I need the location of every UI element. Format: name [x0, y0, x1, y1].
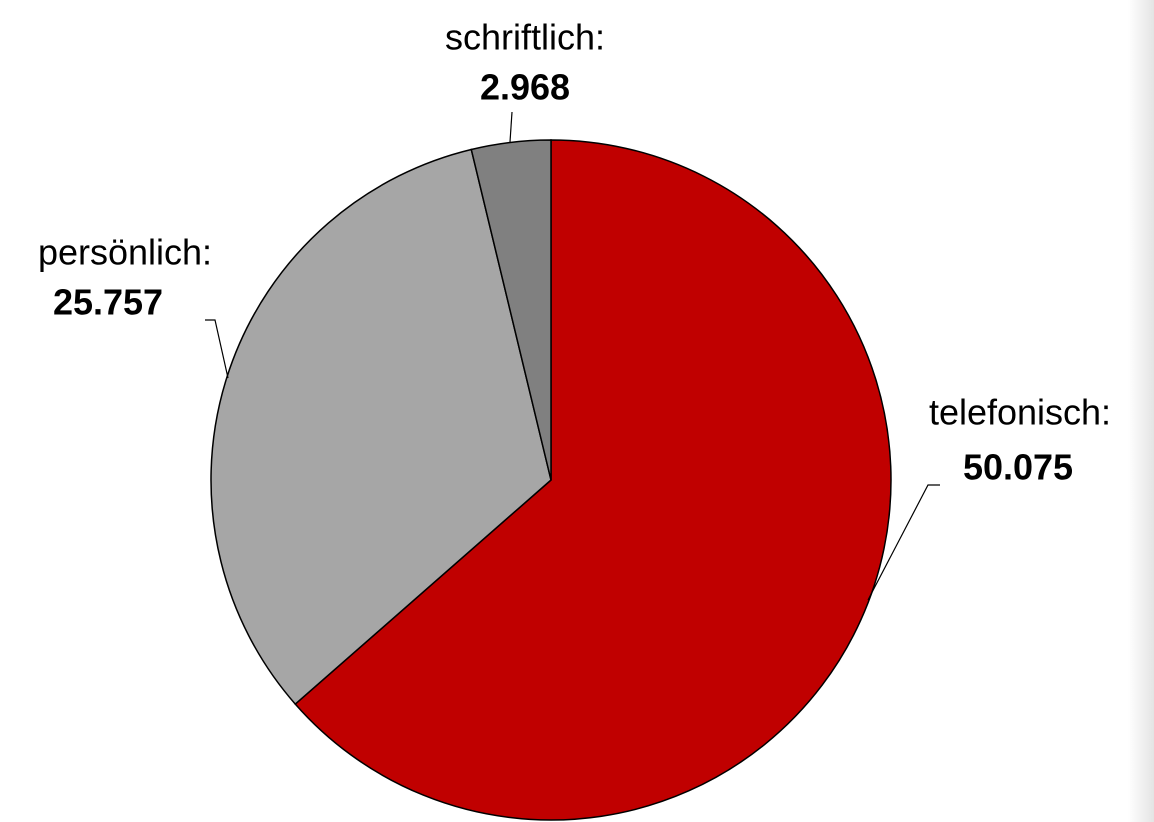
value-label: 50.075 [963, 447, 1073, 488]
leader-line [205, 319, 229, 379]
slice-label: persönlich: [38, 232, 212, 273]
value-label: 25.757 [53, 282, 163, 323]
leader-line [509, 111, 513, 143]
leader-line [867, 484, 940, 601]
pie-slice [470, 139, 552, 481]
slice-label: schriftlich: [445, 17, 605, 58]
background-edge [1128, 0, 1154, 822]
slice-label: telefonisch: [929, 392, 1111, 433]
value-label: 2.968 [480, 67, 570, 108]
pie-slice [210, 148, 552, 706]
pie-slice [294, 139, 892, 821]
